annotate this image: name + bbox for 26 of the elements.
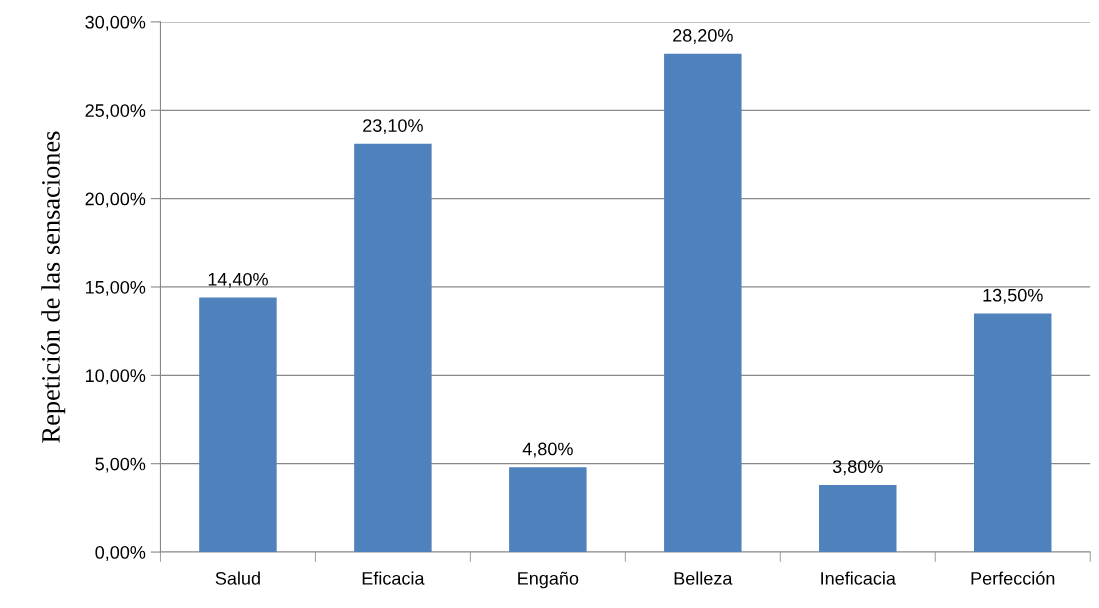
y-tick-label: 30,00% — [85, 15, 146, 31]
x-tick-label: Ineficacia — [821, 571, 896, 585]
bar — [973, 313, 1052, 553]
x-tick-label: Engaño — [518, 571, 579, 589]
y-tick-label: 20,00% — [85, 192, 146, 208]
bar — [819, 484, 897, 553]
x-tick-label: Salud — [215, 571, 260, 585]
y-tick-label: 25,00% — [85, 104, 146, 120]
data-label: 4,80% — [522, 442, 573, 458]
bar — [509, 467, 587, 553]
y-tick-label: 0,00% — [95, 546, 146, 561]
data-label: 23,10% — [363, 119, 423, 135]
data-label: 14,40% — [208, 272, 268, 288]
data-label: 3,80% — [832, 460, 883, 476]
y-tick-label: 15,00% — [86, 280, 146, 296]
y-tick-label: 5,00% — [95, 457, 146, 473]
data-label: 13,50% — [983, 288, 1043, 304]
y-tick-label: 10,00% — [86, 369, 146, 385]
bar — [199, 297, 277, 553]
data-label: 28,20% — [673, 29, 733, 44]
bar — [664, 53, 742, 553]
y-axis-title: Repetición de las sensaciones — [41, 131, 66, 443]
x-tick-label: Perfección — [971, 571, 1055, 585]
x-tick-label: Belleza — [674, 571, 733, 585]
bar — [354, 143, 432, 553]
x-tick-label: Eficacia — [362, 571, 425, 585]
